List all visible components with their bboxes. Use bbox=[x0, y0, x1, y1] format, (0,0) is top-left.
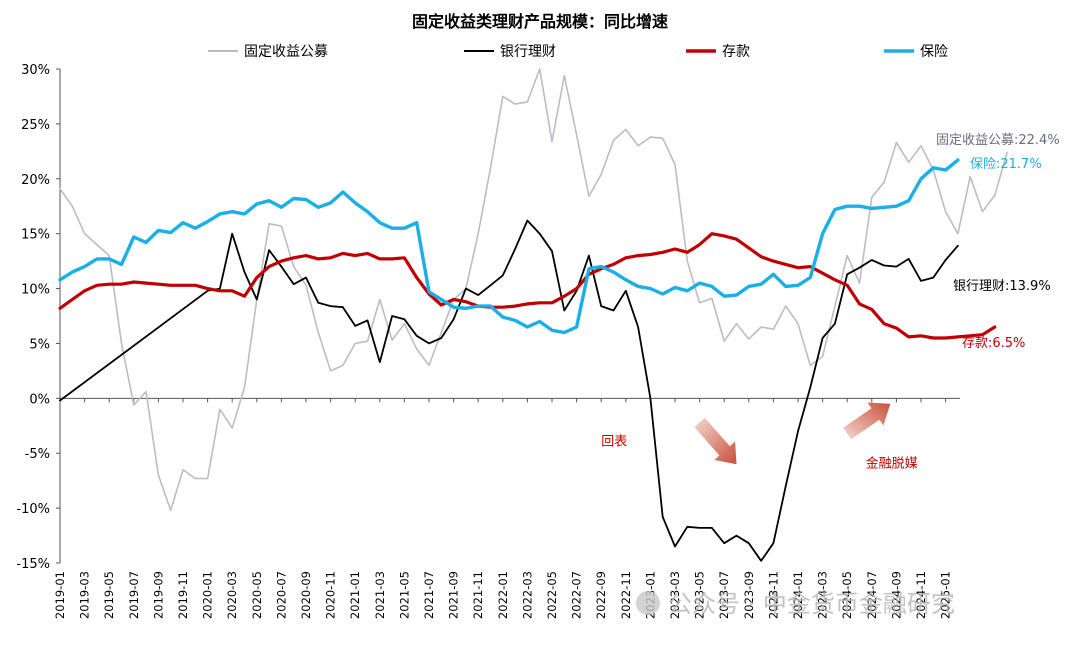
y-tick-label: 20% bbox=[21, 173, 50, 188]
end-label-3: 存款:6.5% bbox=[962, 336, 1025, 351]
x-tick-label: 2020-09 bbox=[299, 571, 313, 619]
annotation-2: 金融脱媒 bbox=[866, 455, 918, 471]
x-tick-label: 2021-01 bbox=[348, 571, 362, 619]
y-tick-label: -15% bbox=[16, 557, 50, 572]
x-tick-label: 2023-09 bbox=[742, 571, 756, 619]
x-tick-label: 2021-07 bbox=[422, 571, 436, 619]
x-tick-label: 2023-07 bbox=[717, 571, 731, 619]
x-tick-label: 2024-07 bbox=[865, 571, 879, 619]
x-tick-label: 2021-09 bbox=[447, 571, 461, 619]
y-tick-label: 15% bbox=[21, 228, 50, 243]
x-tick-label: 2021-05 bbox=[397, 571, 411, 619]
y-tick-label: 10% bbox=[21, 283, 50, 298]
series-line-4 bbox=[58, 158, 960, 335]
series-line-1 bbox=[59, 68, 1008, 512]
chart-title: 固定收益类理财产品规模：同比增速 bbox=[412, 12, 668, 31]
arrow-up-icon bbox=[843, 402, 891, 440]
legend-label-1: 固定收益公募 bbox=[244, 44, 328, 60]
end-label-4: 保险:21.7% bbox=[970, 157, 1042, 172]
legend-label-4: 保险 bbox=[920, 44, 948, 60]
x-tick-label: 2022-09 bbox=[594, 571, 608, 619]
x-tick-label: 2023-05 bbox=[693, 571, 707, 619]
x-tick-label: 2019-07 bbox=[127, 571, 141, 619]
x-tick-label: 2019-03 bbox=[78, 571, 92, 619]
x-tick-label: 2019-05 bbox=[102, 571, 116, 619]
y-tick-label: 30% bbox=[21, 63, 50, 78]
x-axis: 2019-01 2019-03 2019-05 2019-07 2019-09 2019-… bbox=[53, 397, 960, 619]
series-line-2 bbox=[59, 219, 959, 562]
watermark: 公众号 · 中金货币金融研究 bbox=[636, 590, 955, 618]
end-label-1: 固定收益公募:22.4% bbox=[936, 133, 1060, 148]
x-tick-label: 2022-01 bbox=[496, 571, 510, 619]
series-layer bbox=[58, 68, 1008, 562]
legend-label-2: 银行理财 bbox=[500, 44, 556, 60]
x-tick-label: 2021-11 bbox=[471, 571, 485, 619]
y-axis: 30% 25% 20% 15% 10% 5% 0% -5% -10% -15% bbox=[16, 63, 61, 572]
x-tick-label: 2024-09 bbox=[889, 571, 903, 619]
legend-label-3: 存款 bbox=[722, 44, 750, 60]
annotation-1: 回表 bbox=[601, 435, 627, 450]
end-label-2: 银行理财:13.9% bbox=[953, 279, 1051, 294]
x-tick-label: 2020-01 bbox=[201, 571, 215, 619]
x-tick-label: 2024-03 bbox=[816, 571, 830, 619]
x-tick-label: 2022-03 bbox=[520, 571, 534, 619]
y-tick-label: 5% bbox=[29, 337, 50, 352]
x-tick-label: 2023-03 bbox=[668, 571, 682, 619]
x-tick-label: 2025-01 bbox=[939, 571, 953, 619]
x-tick-label: 2020-07 bbox=[274, 571, 288, 619]
x-tick-label: 2019-09 bbox=[151, 571, 165, 619]
annotation-layer: 固定收益公募:22.4% 银行理财:13.9% 存款:6.5% 保险:21.7% 回表金… bbox=[601, 133, 1059, 471]
y-tick-label: -5% bbox=[25, 447, 50, 462]
series-line-3 bbox=[58, 232, 997, 340]
x-tick-label: 2019-11 bbox=[176, 571, 190, 619]
x-tick-label: 2024-11 bbox=[914, 571, 928, 619]
y-tick-label: 25% bbox=[21, 118, 50, 133]
watermark-text: 公众号 · 中金货币金融研究 bbox=[668, 590, 955, 618]
x-tick-label: 2020-11 bbox=[324, 571, 338, 619]
x-tick-label: 2019-01 bbox=[53, 571, 67, 619]
legend: 固定收益公募 银行理财 存款 保险 bbox=[208, 44, 948, 60]
arrow-down-icon bbox=[694, 417, 737, 465]
x-tick-label: 2024-01 bbox=[791, 571, 805, 619]
y-tick-label: 0% bbox=[29, 392, 50, 407]
y-tick-label: -10% bbox=[16, 502, 50, 517]
x-tick-label: 2022-11 bbox=[619, 571, 633, 619]
x-tick-label: 2022-07 bbox=[570, 571, 584, 619]
x-tick-label: 2022-05 bbox=[545, 571, 559, 619]
wechat-icon bbox=[636, 591, 660, 615]
x-tick-label: 2023-11 bbox=[766, 571, 780, 619]
x-tick-label: 2020-03 bbox=[225, 571, 239, 619]
x-tick-label: 2024-05 bbox=[840, 571, 854, 619]
x-tick-label: 2021-03 bbox=[373, 571, 387, 619]
x-tick-label: 2020-05 bbox=[250, 571, 264, 619]
